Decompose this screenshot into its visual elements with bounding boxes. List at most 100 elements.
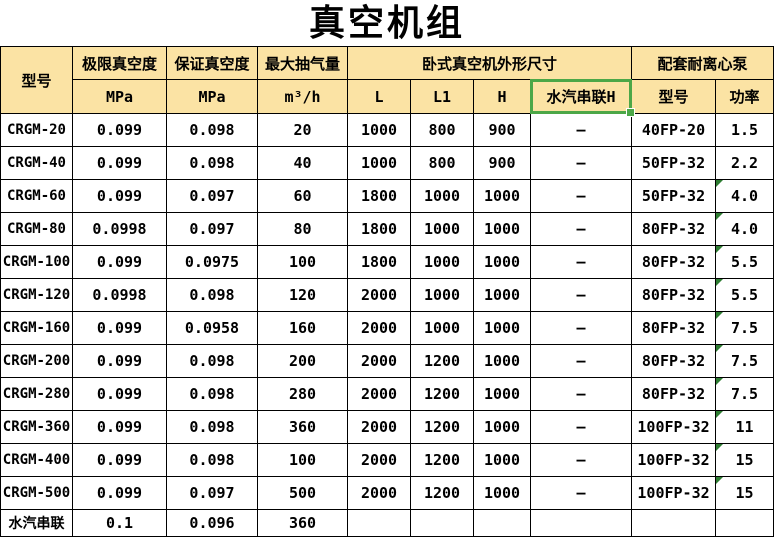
cell-dim-l[interactable]: 1000 [347, 113, 411, 147]
cell-dim-l[interactable]: 1800 [347, 212, 411, 246]
cell-guaranteed-vacuum[interactable]: 0.0975 [166, 245, 258, 279]
cell-guaranteed-vacuum[interactable]: 0.0958 [166, 311, 258, 345]
cell-dim-h[interactable]: 1000 [473, 212, 531, 246]
cell-guaranteed-vacuum[interactable]: 0.098 [166, 146, 258, 180]
cell-pump-power[interactable]: 7.5 [715, 377, 775, 411]
cell-steam-series-h[interactable]: – [529, 113, 633, 147]
cell-ultimate-vacuum[interactable]: 0.099 [72, 410, 167, 444]
cell-steam-series-h[interactable]: – [529, 476, 633, 510]
cell-pump-power[interactable]: 5.5 [715, 245, 775, 279]
cell-max-pumping[interactable]: 280 [257, 377, 348, 411]
cell-model[interactable]: CRGM-120 [0, 278, 73, 312]
cell-pump-power[interactable]: 2.2 [715, 146, 775, 180]
cell-max-pumping[interactable]: 360 [257, 410, 348, 444]
cell-max-pumping[interactable]: 80 [257, 212, 348, 246]
cell-model[interactable]: CRGM-280 [0, 377, 73, 411]
cell-pump-model[interactable]: 80FP-32 [631, 212, 717, 246]
cell-pump-model[interactable]: 50FP-32 [631, 146, 717, 180]
cell-guaranteed-vacuum[interactable]: 0.097 [166, 179, 258, 213]
cell-model[interactable]: 水汽串联 [0, 509, 73, 537]
cell-model[interactable]: CRGM-40 [0, 146, 73, 180]
header-guaranteed-vacuum[interactable]: 保证真空度 [166, 46, 258, 80]
header-dim-h[interactable]: H [473, 79, 531, 114]
cell-pump-model[interactable]: 50FP-32 [631, 179, 717, 213]
cell-dim-l1[interactable]: 1000 [410, 311, 474, 345]
header-ultimate-vacuum[interactable]: 极限真空度 [72, 46, 167, 80]
cell-pump-power[interactable]: 4.0 [715, 179, 775, 213]
cell-max-pumping[interactable]: 100 [257, 245, 348, 279]
cell-dim-l[interactable] [347, 509, 411, 537]
cell-steam-series-h[interactable]: – [529, 311, 633, 345]
selection-border[interactable] [530, 79, 633, 114]
cell-pump-power[interactable]: 1.5 [715, 113, 775, 147]
cell-guaranteed-vacuum[interactable]: 0.097 [166, 212, 258, 246]
cell-pump-model[interactable] [631, 509, 717, 537]
cell-dim-l[interactable]: 1000 [347, 146, 411, 180]
cell-dim-h[interactable]: 1000 [473, 245, 531, 279]
cell-ultimate-vacuum[interactable]: 0.099 [72, 179, 167, 213]
cell-max-pumping[interactable]: 120 [257, 278, 348, 312]
header-unit-m3h[interactable]: m³/h [257, 79, 348, 114]
header-dim-l[interactable]: L [347, 79, 411, 114]
cell-dim-l[interactable]: 2000 [347, 278, 411, 312]
cell-dim-l[interactable]: 2000 [347, 443, 411, 477]
cell-dim-l1[interactable]: 1200 [410, 476, 474, 510]
cell-model[interactable]: CRGM-200 [0, 344, 73, 378]
header-dimensions-group[interactable]: 卧式真空机外形尺寸 [346, 46, 633, 80]
header-unit-mpa-1[interactable]: MPa [72, 79, 167, 114]
cell-dim-l1[interactable]: 1200 [410, 377, 474, 411]
cell-model[interactable]: CRGM-360 [0, 410, 73, 444]
cell-ultimate-vacuum[interactable]: 0.099 [72, 245, 167, 279]
cell-max-pumping[interactable]: 500 [257, 476, 348, 510]
cell-pump-power[interactable]: 15 [715, 443, 775, 477]
cell-dim-h[interactable] [473, 509, 531, 537]
header-unit-mpa-2[interactable]: MPa [166, 79, 258, 114]
cell-dim-l1[interactable]: 1200 [410, 410, 474, 444]
cell-dim-h[interactable]: 1000 [473, 344, 531, 378]
cell-max-pumping[interactable]: 160 [257, 311, 348, 345]
cell-model[interactable]: CRGM-500 [0, 476, 73, 510]
cell-dim-h[interactable]: 1000 [473, 476, 531, 510]
cell-steam-series-h[interactable]: – [529, 278, 633, 312]
cell-ultimate-vacuum[interactable]: 0.099 [72, 443, 167, 477]
cell-dim-h[interactable]: 900 [473, 146, 531, 180]
cell-dim-l[interactable]: 1800 [347, 245, 411, 279]
cell-max-pumping[interactable]: 20 [257, 113, 348, 147]
cell-pump-model[interactable]: 80FP-32 [631, 377, 717, 411]
cell-pump-model[interactable]: 100FP-32 [631, 410, 717, 444]
cell-model[interactable]: CRGM-20 [0, 113, 73, 147]
cell-dim-h[interactable]: 1000 [473, 311, 531, 345]
cell-pump-power[interactable]: 4.0 [715, 212, 775, 246]
cell-dim-l[interactable]: 2000 [347, 410, 411, 444]
header-max-pumping[interactable]: 最大抽气量 [257, 46, 348, 80]
header-model[interactable]: 型号 [0, 46, 73, 114]
cell-dim-l[interactable]: 2000 [347, 344, 411, 378]
cell-dim-l1[interactable]: 1000 [410, 245, 474, 279]
cell-steam-series-h[interactable]: – [529, 245, 633, 279]
cell-ultimate-vacuum[interactable]: 0.0998 [72, 212, 167, 246]
cell-dim-l1[interactable] [410, 509, 474, 537]
cell-dim-h[interactable]: 1000 [473, 179, 531, 213]
cell-dim-l1[interactable]: 1000 [410, 212, 474, 246]
cell-ultimate-vacuum[interactable]: 0.099 [72, 344, 167, 378]
cell-guaranteed-vacuum[interactable]: 0.096 [166, 509, 258, 537]
cell-dim-l1[interactable]: 1000 [410, 278, 474, 312]
cell-steam-series-h[interactable]: – [529, 212, 633, 246]
cell-model[interactable]: CRGM-100 [0, 245, 73, 279]
cell-guaranteed-vacuum[interactable]: 0.098 [166, 278, 258, 312]
cell-dim-l[interactable]: 2000 [347, 311, 411, 345]
cell-steam-series-h[interactable]: – [529, 179, 633, 213]
cell-steam-series-h[interactable]: – [529, 146, 633, 180]
cell-pump-power[interactable]: 5.5 [715, 278, 775, 312]
header-dim-l1[interactable]: L1 [410, 79, 474, 114]
cell-guaranteed-vacuum[interactable]: 0.097 [166, 476, 258, 510]
cell-ultimate-vacuum[interactable]: 0.099 [72, 476, 167, 510]
cell-pump-model[interactable]: 100FP-32 [631, 476, 717, 510]
cell-max-pumping[interactable]: 40 [257, 146, 348, 180]
cell-max-pumping[interactable]: 200 [257, 344, 348, 378]
cell-ultimate-vacuum[interactable]: 0.099 [72, 113, 167, 147]
cell-dim-h[interactable]: 1000 [473, 278, 531, 312]
cell-dim-l[interactable]: 2000 [347, 476, 411, 510]
cell-pump-power[interactable] [715, 509, 775, 537]
header-steam-series-h[interactable]: 水汽串联H [529, 79, 636, 117]
